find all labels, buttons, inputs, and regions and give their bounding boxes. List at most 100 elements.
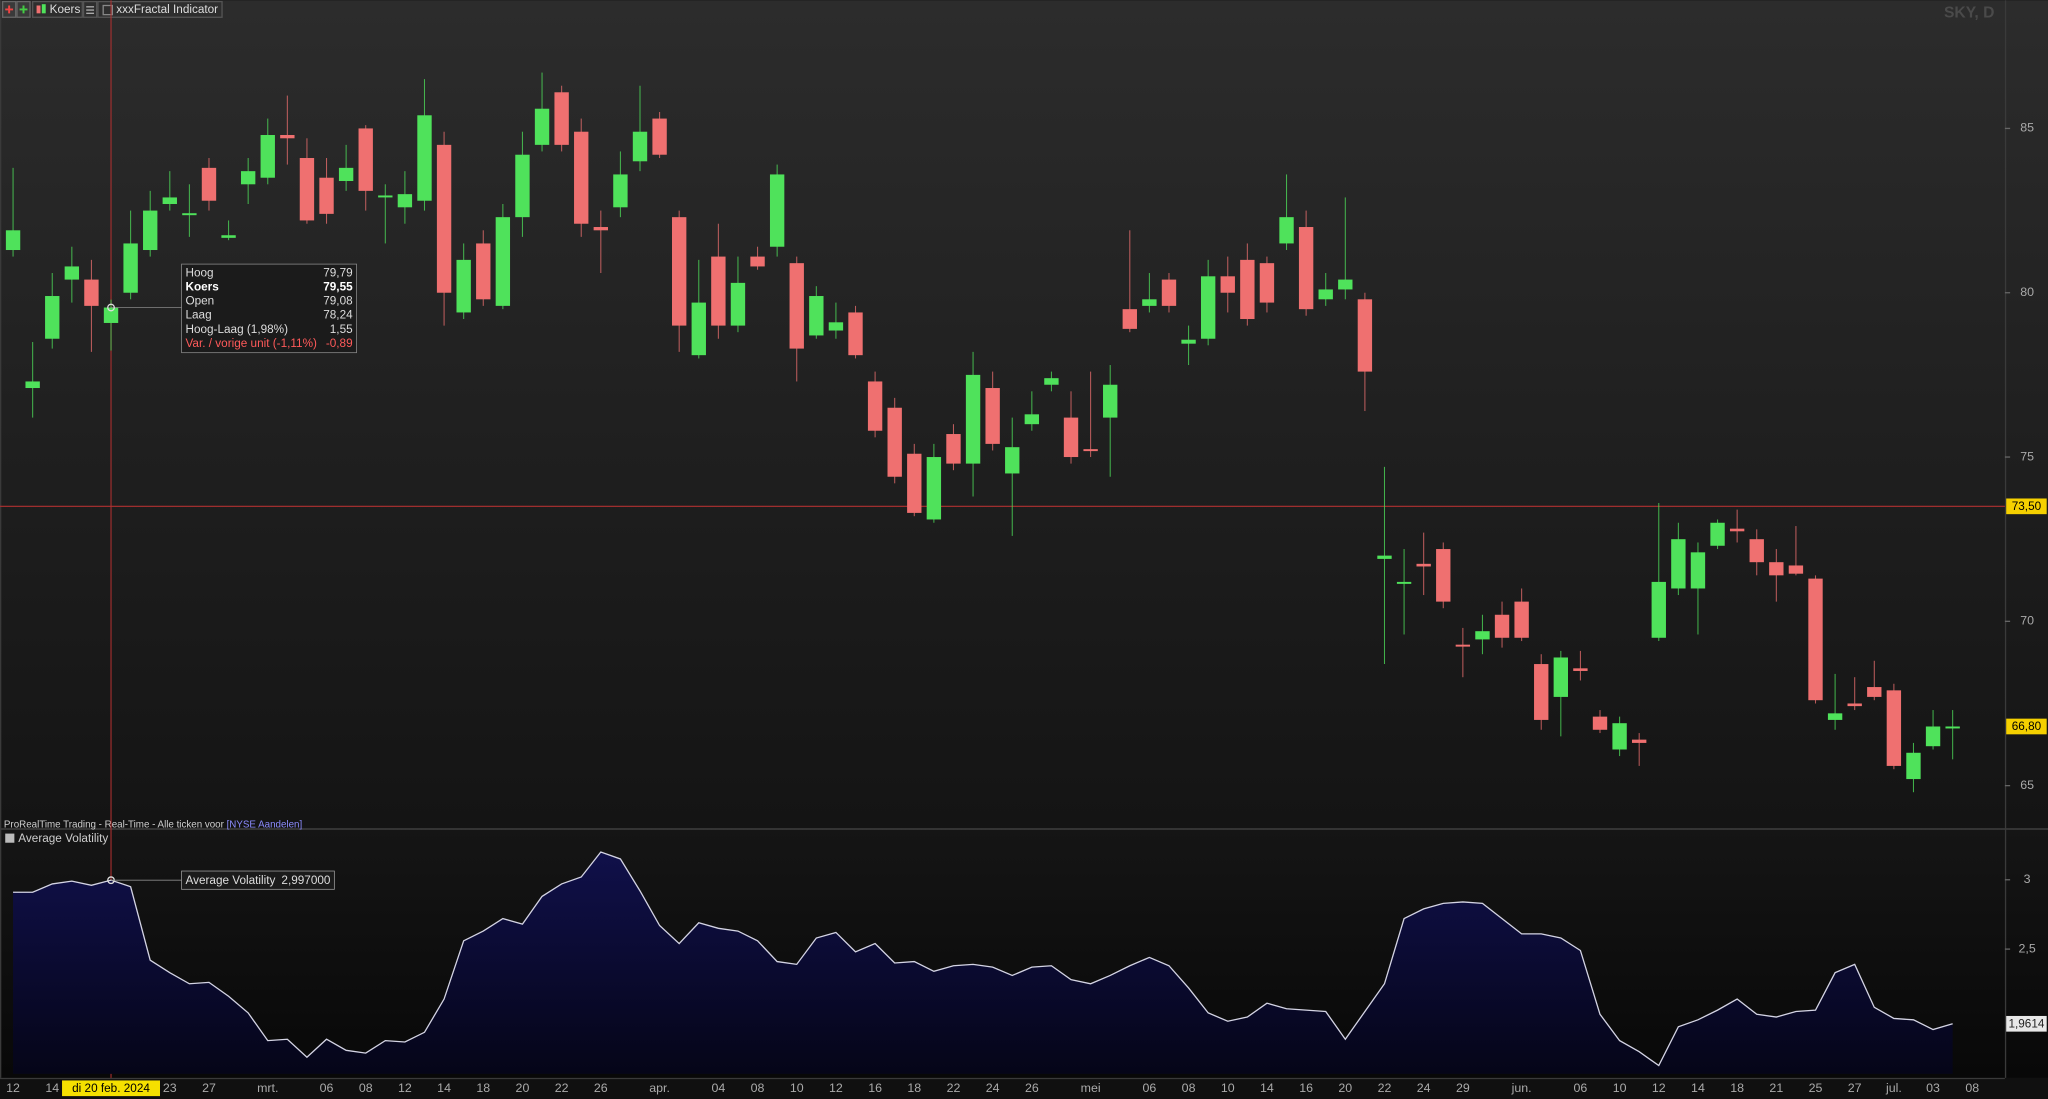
last-value-label: 1,9614 — [2008, 1018, 2044, 1031]
candle-body — [1690, 552, 1706, 589]
candle-body — [1945, 726, 1960, 729]
candle-body — [750, 256, 765, 267]
x-tick-label: 24 — [986, 1081, 1000, 1095]
candle-body — [1357, 299, 1373, 372]
indicator-tooltip-value: 2,997000 — [281, 874, 330, 887]
candle-body — [1377, 555, 1392, 559]
x-tick-label: 10 — [790, 1081, 804, 1095]
candle-body — [1534, 664, 1549, 720]
candle-body — [1005, 447, 1020, 474]
candle-body — [946, 434, 961, 464]
candle-body — [1553, 657, 1568, 697]
candle-body — [1671, 539, 1686, 589]
y-tick-label: 3 — [2024, 872, 2031, 886]
candle-body — [769, 174, 785, 247]
candle-body — [456, 259, 471, 313]
x-tick-label: 04 — [711, 1081, 725, 1095]
x-tick-label: 21 — [1769, 1081, 1783, 1095]
candle-body — [593, 227, 608, 231]
candle-body — [1338, 279, 1353, 290]
candle-body — [1651, 581, 1666, 638]
price-tooltip — [181, 263, 357, 354]
x-tick-label: 16 — [868, 1081, 882, 1095]
tooltip-value: 78,24 — [323, 309, 353, 322]
icon — [86, 6, 95, 14]
candle-body — [495, 217, 511, 306]
crosshair-price-label: 73,50 — [2012, 500, 2042, 513]
candle-body — [338, 167, 354, 182]
candle-body — [397, 194, 413, 208]
candle-body — [123, 243, 138, 293]
candle-body — [1710, 522, 1725, 546]
x-tick-label: 12 — [829, 1081, 843, 1095]
candle-body — [691, 302, 706, 356]
x-tick-label: 14 — [1691, 1081, 1705, 1095]
candle-body — [1298, 227, 1314, 310]
candle-body — [574, 131, 589, 224]
indicator-tooltip — [181, 870, 335, 890]
candle-body — [1122, 309, 1137, 329]
candles — [5, 72, 1960, 793]
tooltip-value: 1,55 — [330, 323, 353, 336]
candle-body — [848, 312, 863, 356]
candle-body — [1063, 417, 1079, 458]
candle-body — [1181, 339, 1196, 344]
candle-body — [1083, 449, 1098, 452]
candle-body — [1632, 739, 1647, 743]
candle-body — [1142, 299, 1157, 306]
candle-body — [887, 407, 902, 477]
x-tick-label: 26 — [1025, 1081, 1039, 1095]
candle-body — [358, 128, 373, 191]
candle-body — [652, 118, 667, 155]
candle-body — [672, 217, 687, 326]
candle-body — [1200, 276, 1216, 339]
tooltip-value: 79,08 — [323, 295, 353, 308]
indicator-title: Average Volatility — [18, 832, 108, 845]
candle-body — [1769, 562, 1784, 576]
indicator-tab[interactable] — [97, 0, 223, 18]
candle-body — [1220, 276, 1235, 293]
candle-body — [182, 213, 197, 216]
candle-body — [515, 154, 530, 218]
tooltip-label: Laag — [185, 309, 211, 322]
checkbox[interactable] — [102, 4, 113, 16]
candle-body — [5, 230, 21, 251]
x-tick-label: 10 — [1221, 1081, 1235, 1095]
x-tick-label: jul. — [1885, 1081, 1902, 1095]
y-tick-label: 70 — [2020, 614, 2034, 628]
tooltip-label: Var. / vorige unit (-1,11%) — [185, 337, 317, 350]
candle-body — [1279, 217, 1294, 244]
candle-body — [554, 92, 569, 145]
candle-body — [1612, 723, 1627, 750]
candle-body — [613, 174, 628, 208]
tooltip-label: Open — [185, 295, 214, 308]
x-tick-label: 08 — [359, 1081, 373, 1095]
y-tick-label: 2,5 — [2018, 941, 2035, 955]
candle-body — [985, 388, 1000, 444]
price-label: Koers — [50, 3, 81, 16]
candle-body — [25, 381, 40, 389]
indicator-tooltip-label: Average Volatility — [185, 874, 275, 887]
candle-body — [280, 135, 295, 139]
candle-body — [1318, 289, 1333, 300]
candle-body — [1416, 563, 1431, 567]
candle-body — [1573, 668, 1588, 671]
x-tick-label: 27 — [1848, 1081, 1862, 1095]
candle-body — [240, 171, 256, 185]
tooltip-value: 79,55 — [323, 280, 353, 293]
candle-body — [534, 108, 550, 145]
icon — [41, 4, 46, 14]
candle-body — [1044, 378, 1059, 385]
x-tick-label: 22 — [1378, 1081, 1392, 1095]
toolbar: Koers xxxFractal Indicator — [1, 0, 223, 18]
y-tick-label: 65 — [2020, 778, 2034, 792]
candle-body — [828, 322, 844, 331]
x-tick-label: 03 — [1926, 1081, 1940, 1095]
candle-body — [965, 374, 981, 464]
candle-body — [221, 235, 236, 238]
x-tick-label: 16 — [1299, 1081, 1313, 1095]
indicator-checkbox[interactable] — [5, 833, 15, 843]
x-tick-label: jun. — [1511, 1081, 1532, 1095]
footer-text: ProRealTime Trading - Real-Time - Alle t… — [4, 819, 303, 830]
